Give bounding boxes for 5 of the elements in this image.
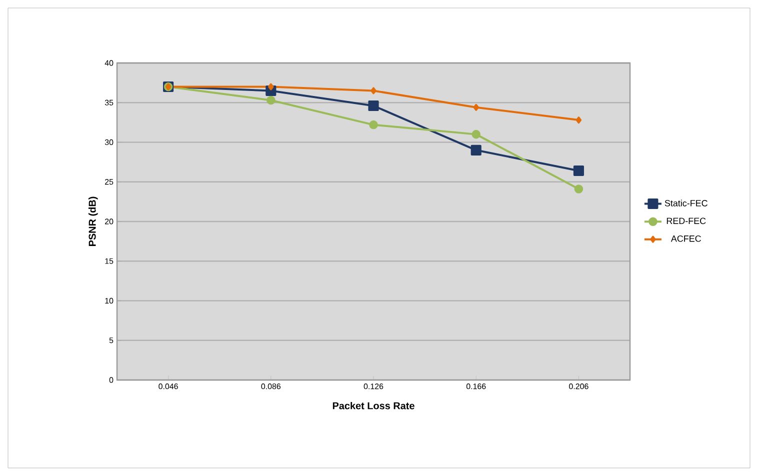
y-axis-title: PSNR (dB) (88, 196, 98, 246)
legend-label: RED-FEC (666, 218, 706, 224)
legend-label: ACFEC (670, 235, 701, 242)
x-axis-title: Packet Loss Rate (332, 402, 414, 410)
legend-label: Static-FEC (664, 200, 708, 206)
